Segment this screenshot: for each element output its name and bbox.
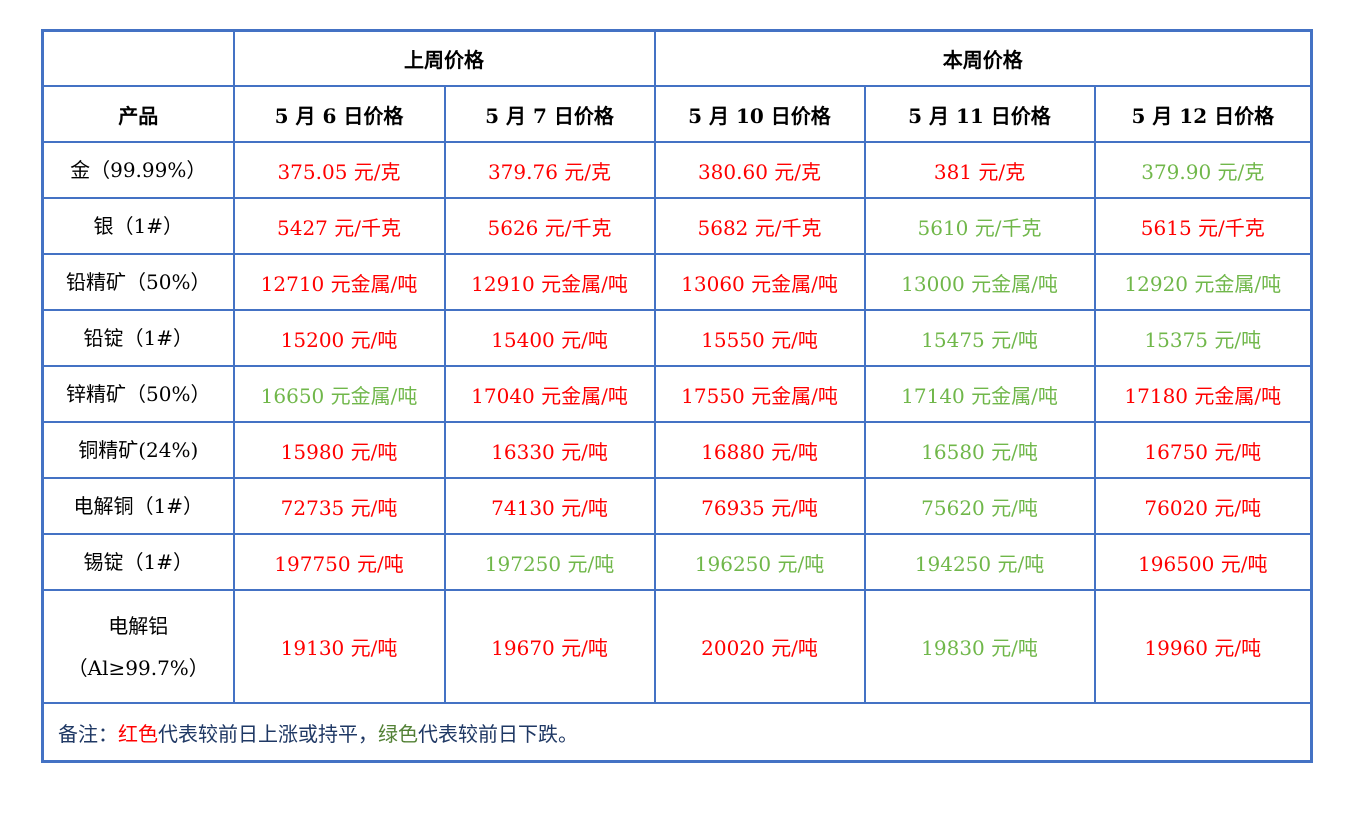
- price-cell: 15475 元/吨: [863, 309, 1096, 367]
- table-row: 电解铜（1#） 72735 元/吨 74130 元/吨 76935 元/吨 75620 …: [41, 477, 1313, 535]
- price-cell: 5610 元/千克: [863, 197, 1096, 255]
- price-cell: 16750 元/吨: [1093, 421, 1313, 479]
- column-header-product: 产品: [41, 85, 235, 143]
- product-cell: 金（99.99%）: [41, 141, 235, 199]
- price-cell: 15400 元/吨: [443, 309, 656, 367]
- column-header-row: 产品 5 月 6 日价格 5 月 7 日价格 5 月 10 日价格 5 月 11…: [41, 85, 1313, 143]
- price-cell: 12910 元金属/吨: [443, 253, 656, 311]
- price-cell: 379.76 元/克: [443, 141, 656, 199]
- price-cell: 19670 元/吨: [443, 589, 656, 704]
- price-cell: 19960 元/吨: [1093, 589, 1313, 704]
- price-cell: 379.90 元/克: [1093, 141, 1313, 199]
- price-cell: 5427 元/千克: [232, 197, 446, 255]
- price-cell: 13000 元金属/吨: [863, 253, 1096, 311]
- table-row: 银（1#） 5427 元/千克 5626 元/千克 5682 元/千克 5610 元/千…: [41, 197, 1313, 255]
- price-cell: 76020 元/吨: [1093, 477, 1313, 535]
- product-cell: 电解铝（Al≥99.7%）: [41, 589, 235, 704]
- price-cell: 12710 元金属/吨: [232, 253, 446, 311]
- product-cell: 铅锭（1#）: [41, 309, 235, 367]
- product-cell: 锌精矿（50%）: [41, 365, 235, 423]
- price-cell: 375.05 元/克: [232, 141, 446, 199]
- price-cell: 16650 元金属/吨: [232, 365, 446, 423]
- price-cell: 380.60 元/克: [653, 141, 866, 199]
- price-cell: 16880 元/吨: [653, 421, 866, 479]
- table-row: 电解铝（Al≥99.7%） 19130 元/吨 19670 元/吨 20020 元/吨…: [41, 589, 1313, 704]
- price-cell: 76935 元/吨: [653, 477, 866, 535]
- price-cell: 75620 元/吨: [863, 477, 1096, 535]
- table-row: 铜精矿(24%) 15980 元/吨 16330 元/吨 16880 元/吨 16580…: [41, 421, 1313, 479]
- price-cell: 197250 元/吨: [443, 533, 656, 591]
- price-cell: 197750 元/吨: [232, 533, 446, 591]
- note-green-meaning: 代表较前日下跌。: [418, 721, 578, 746]
- price-cell: 5682 元/千克: [653, 197, 866, 255]
- note-red-label: 红色: [118, 721, 158, 746]
- price-cell: 17180 元金属/吨: [1093, 365, 1313, 423]
- price-cell: 17140 元金属/吨: [863, 365, 1096, 423]
- note-cell: 备注：红色代表较前日上涨或持平，绿色代表较前日下跌。: [41, 702, 1313, 763]
- price-cell: 381 元/克: [863, 141, 1096, 199]
- price-cell: 15375 元/吨: [1093, 309, 1313, 367]
- table-row: 锡锭（1#） 197750 元/吨 197250 元/吨 196250 元/吨 1942…: [41, 533, 1313, 591]
- column-header-may12: 5 月 12 日价格: [1093, 85, 1313, 143]
- product-cell: 电解铜（1#）: [41, 477, 235, 535]
- price-cell: 12920 元金属/吨: [1093, 253, 1313, 311]
- price-cell: 15980 元/吨: [232, 421, 446, 479]
- column-header-may10: 5 月 10 日价格: [653, 85, 866, 143]
- price-cell: 15200 元/吨: [232, 309, 446, 367]
- group-header-empty: [41, 29, 235, 87]
- note-red-meaning: 代表较前日上涨或持平，: [158, 721, 378, 746]
- product-cell: 铜精矿(24%): [41, 421, 235, 479]
- price-cell: 16330 元/吨: [443, 421, 656, 479]
- price-cell: 15550 元/吨: [653, 309, 866, 367]
- note-row: 备注：红色代表较前日上涨或持平，绿色代表较前日下跌。: [41, 702, 1313, 763]
- table-row: 铅精矿（50%） 12710 元金属/吨 12910 元金属/吨 13060 元金属/…: [41, 253, 1313, 311]
- table-row: 锌精矿（50%） 16650 元金属/吨 17040 元金属/吨 17550 元金属/…: [41, 365, 1313, 423]
- metal-price-table: 上周价格 本周价格 产品 5 月 6 日价格 5 月 7 日价格 5 月 10 …: [41, 29, 1314, 763]
- product-cell: 银（1#）: [41, 197, 235, 255]
- price-cell: 20020 元/吨: [653, 589, 866, 704]
- price-cell: 196500 元/吨: [1093, 533, 1313, 591]
- column-header-may7: 5 月 7 日价格: [443, 85, 656, 143]
- price-cell: 13060 元金属/吨: [653, 253, 866, 311]
- price-cell: 19130 元/吨: [232, 589, 446, 704]
- price-cell: 17040 元金属/吨: [443, 365, 656, 423]
- note-prefix: 备注：: [58, 721, 118, 746]
- price-cell: 16580 元/吨: [863, 421, 1096, 479]
- price-cell: 72735 元/吨: [232, 477, 446, 535]
- product-cell: 铅精矿（50%）: [41, 253, 235, 311]
- column-header-may6: 5 月 6 日价格: [232, 85, 446, 143]
- price-cell: 74130 元/吨: [443, 477, 656, 535]
- group-header-last-week: 上周价格: [232, 29, 656, 87]
- price-cell: 196250 元/吨: [653, 533, 866, 591]
- price-cell: 194250 元/吨: [863, 533, 1096, 591]
- price-cell: 19830 元/吨: [863, 589, 1096, 704]
- group-header-this-week: 本周价格: [653, 29, 1313, 87]
- note-green-label: 绿色: [378, 721, 418, 746]
- price-cell: 5626 元/千克: [443, 197, 656, 255]
- product-cell: 锡锭（1#）: [41, 533, 235, 591]
- group-header-row: 上周价格 本周价格: [41, 29, 1313, 87]
- price-cell: 17550 元金属/吨: [653, 365, 866, 423]
- table-row: 铅锭（1#） 15200 元/吨 15400 元/吨 15550 元/吨 15475 元…: [41, 309, 1313, 367]
- table-row: 金（99.99%） 375.05 元/克 379.76 元/克 380.60 元/克 3…: [41, 141, 1313, 199]
- column-header-may11: 5 月 11 日价格: [863, 85, 1096, 143]
- price-cell: 5615 元/千克: [1093, 197, 1313, 255]
